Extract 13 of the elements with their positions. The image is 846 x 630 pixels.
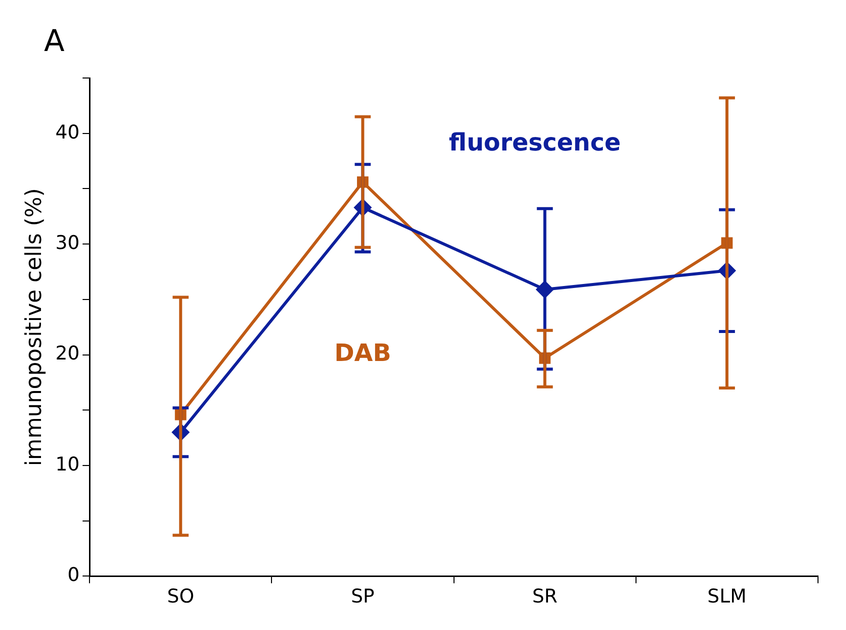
text: fluorescence [448,128,621,157]
x-tick-label: SO [167,586,194,608]
text: DAB [334,339,392,368]
x-tick-label: SLM [707,586,746,608]
y-tick-label: 20 [55,342,80,365]
y-tick-label: 40 [55,121,80,144]
y-tick-label: 0 [67,564,80,586]
x-tick-label: SR [532,586,558,608]
x-tick-label: SP [350,586,374,608]
y-tick-label: 30 [55,232,80,254]
chart-title: A [44,24,65,59]
y-axis-title: immunopositive cells (%) [22,188,47,466]
y-tick-label: 10 [55,453,80,476]
